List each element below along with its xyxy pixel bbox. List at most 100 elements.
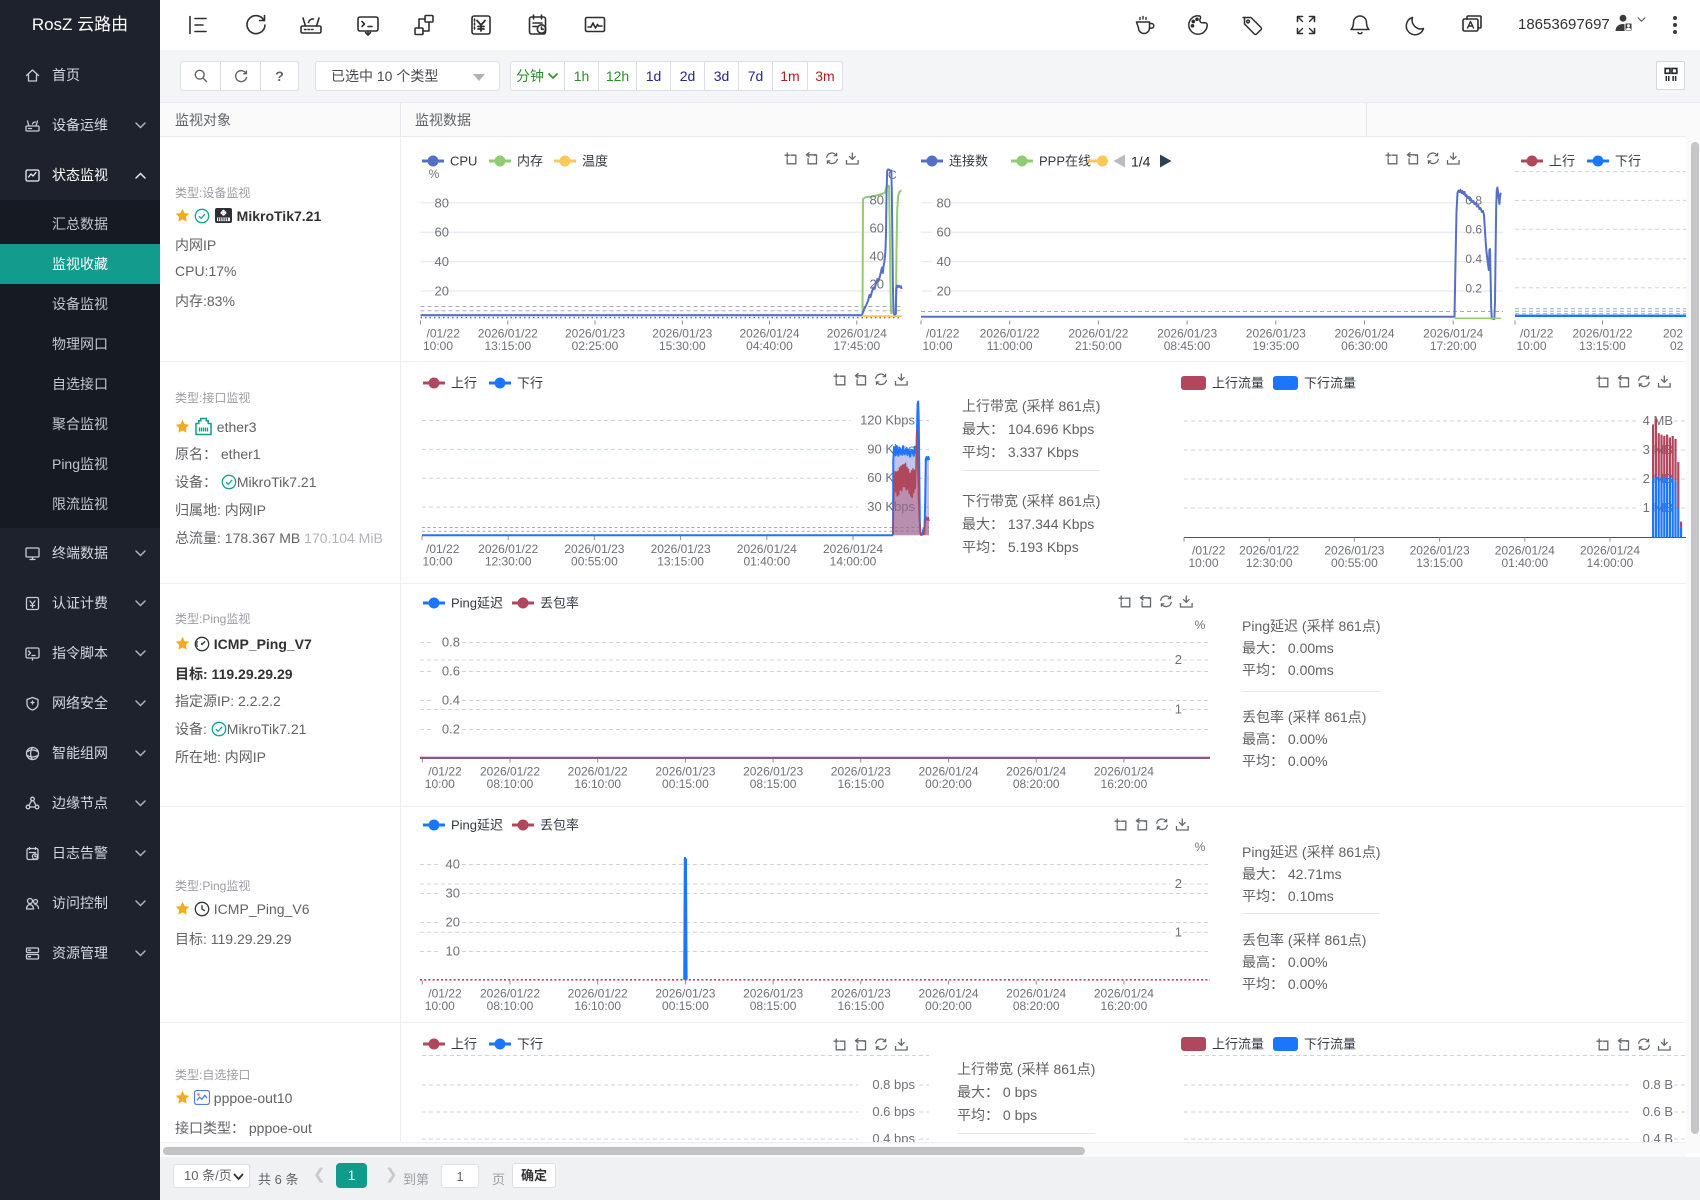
svg-text:2026/01/22: 2026/01/22 [478, 327, 538, 341]
svg-text:02: 02 [1670, 339, 1684, 353]
svg-text:08:15:00: 08:15:00 [750, 777, 797, 791]
svg-text:丢包率: 丢包率 [540, 818, 579, 833]
svg-text:1/4: 1/4 [1131, 154, 1151, 170]
svg-text:PPP在线: PPP在线 [1039, 154, 1091, 169]
svg-text:下行: 下行 [517, 376, 543, 391]
svg-text:10:00: 10:00 [423, 339, 453, 353]
svg-text:2026/01/22: 2026/01/22 [1068, 327, 1128, 341]
svg-text:0.6: 0.6 [442, 664, 460, 679]
svg-text:06:30:00: 06:30:00 [1341, 339, 1388, 353]
svg-text:下行: 下行 [1615, 154, 1641, 169]
svg-text:/01/22: /01/22 [428, 987, 462, 1001]
svg-text:13:15:00: 13:15:00 [1579, 339, 1626, 353]
svg-text:丢包率: 丢包率 [540, 596, 579, 611]
svg-text:20: 20 [446, 915, 460, 930]
svg-text:下行流量: 下行流量 [1304, 376, 1356, 391]
svg-text:19:35:00: 19:35:00 [1252, 339, 1299, 353]
svg-text:2026/01/24: 2026/01/24 [1334, 327, 1394, 341]
svg-text:2026/01/22: 2026/01/22 [568, 765, 628, 779]
svg-text:2026/01/24: 2026/01/24 [918, 987, 978, 1001]
svg-text:2026/01/24: 2026/01/24 [737, 542, 797, 556]
svg-text:2026/01/24: 2026/01/24 [827, 327, 887, 341]
svg-text:/01/22: /01/22 [1192, 544, 1226, 558]
svg-text:80: 80 [870, 193, 884, 208]
svg-text:10:00: 10:00 [423, 555, 453, 569]
svg-text:20: 20 [435, 284, 449, 299]
svg-text:40: 40 [937, 254, 951, 269]
svg-text:0.4: 0.4 [1465, 252, 1482, 266]
svg-text:2026/01/22: 2026/01/22 [568, 987, 628, 1001]
svg-text:%: % [1195, 840, 1206, 854]
svg-text:0.6: 0.6 [1465, 223, 1482, 237]
svg-text:2026/01/23: 2026/01/23 [651, 542, 711, 556]
svg-text:0.8 B: 0.8 B [1643, 1077, 1673, 1092]
svg-text:08:20:00: 08:20:00 [1013, 777, 1060, 791]
svg-text:2026/01/23: 2026/01/23 [743, 987, 803, 1001]
svg-text:14:00:00: 14:00:00 [830, 555, 877, 569]
svg-text:00:15:00: 00:15:00 [662, 999, 709, 1013]
svg-text:2026/01/24: 2026/01/24 [918, 765, 978, 779]
svg-text:上行: 上行 [451, 1037, 477, 1052]
svg-text:60: 60 [435, 225, 449, 240]
svg-text:01:40:00: 01:40:00 [743, 555, 790, 569]
svg-text:11:00:00: 11:00:00 [987, 339, 1033, 353]
svg-text:16:15:00: 16:15:00 [837, 777, 884, 791]
svg-text:08:45:00: 08:45:00 [1164, 339, 1211, 353]
svg-text:上行: 上行 [1549, 154, 1575, 169]
svg-text:2026/01/22: 2026/01/22 [980, 327, 1040, 341]
svg-text:2026/01/23: 2026/01/23 [1157, 327, 1217, 341]
svg-text:2026/01/24: 2026/01/24 [823, 542, 883, 556]
svg-text:C: C [888, 168, 897, 182]
svg-text:00:55:00: 00:55:00 [1331, 556, 1378, 570]
svg-text:1: 1 [1175, 924, 1182, 939]
svg-text:%: % [429, 167, 440, 181]
svg-text:10:00: 10:00 [923, 339, 953, 353]
svg-text:13:15:00: 13:15:00 [657, 555, 704, 569]
svg-text:/01/22: /01/22 [926, 327, 960, 341]
svg-text:10:00: 10:00 [425, 777, 455, 791]
svg-text:连接数: 连接数 [949, 154, 988, 169]
svg-text:08:15:00: 08:15:00 [750, 999, 797, 1013]
svg-text:1: 1 [1175, 702, 1182, 717]
svg-text:40: 40 [870, 249, 884, 264]
svg-text:0.4 B: 0.4 B [1643, 1131, 1673, 1143]
svg-text:20: 20 [937, 284, 951, 299]
svg-text:2026/01/23: 2026/01/23 [1324, 544, 1384, 558]
svg-text:00:55:00: 00:55:00 [571, 555, 618, 569]
svg-text:/01/22: /01/22 [1520, 327, 1554, 341]
svg-text:2026/01/24: 2026/01/24 [1094, 987, 1154, 1001]
svg-text:2: 2 [1175, 876, 1182, 891]
svg-text:60: 60 [870, 221, 884, 236]
svg-text:%: % [1195, 618, 1206, 632]
svg-text:00:20:00: 00:20:00 [925, 999, 972, 1013]
svg-text:0.2: 0.2 [1465, 282, 1482, 296]
svg-text:下行流量: 下行流量 [1304, 1037, 1356, 1052]
svg-text:0.6 bps: 0.6 bps [872, 1104, 915, 1119]
svg-text:02:25:00: 02:25:00 [572, 339, 619, 353]
svg-text:2026/01/24: 2026/01/24 [1495, 544, 1555, 558]
svg-text:13:15:00: 13:15:00 [1416, 556, 1463, 570]
svg-text:上行流量: 上行流量 [1212, 376, 1264, 391]
svg-text:0.4: 0.4 [442, 693, 460, 708]
svg-text:/01/22: /01/22 [426, 542, 460, 556]
svg-text:202: 202 [1663, 327, 1683, 341]
svg-text:上行: 上行 [451, 376, 477, 391]
svg-text:0.6 B: 0.6 B [1643, 1104, 1673, 1119]
svg-text:2026/01/22: 2026/01/22 [480, 987, 540, 1001]
svg-text:Ping延迟: Ping延迟 [451, 818, 503, 833]
svg-text:16:10:00: 16:10:00 [574, 777, 621, 791]
svg-text:CPU: CPU [450, 154, 477, 169]
svg-text:内存: 内存 [517, 154, 543, 169]
svg-text:2026/01/24: 2026/01/24 [1006, 765, 1066, 779]
svg-text:2026/01/23: 2026/01/23 [655, 765, 715, 779]
svg-text:2026/01/23: 2026/01/23 [564, 542, 624, 556]
svg-text:80: 80 [435, 195, 449, 210]
svg-text:温度: 温度 [582, 154, 608, 169]
svg-text:2026/01/22: 2026/01/22 [478, 542, 538, 556]
svg-text:2026/01/23: 2026/01/23 [1246, 327, 1306, 341]
svg-text:/01/22: /01/22 [428, 765, 462, 779]
svg-text:10:00: 10:00 [425, 999, 455, 1013]
svg-text:2: 2 [1175, 652, 1182, 667]
svg-text:17:20:00: 17:20:00 [1430, 339, 1477, 353]
svg-text:2026/01/23: 2026/01/23 [831, 987, 891, 1001]
